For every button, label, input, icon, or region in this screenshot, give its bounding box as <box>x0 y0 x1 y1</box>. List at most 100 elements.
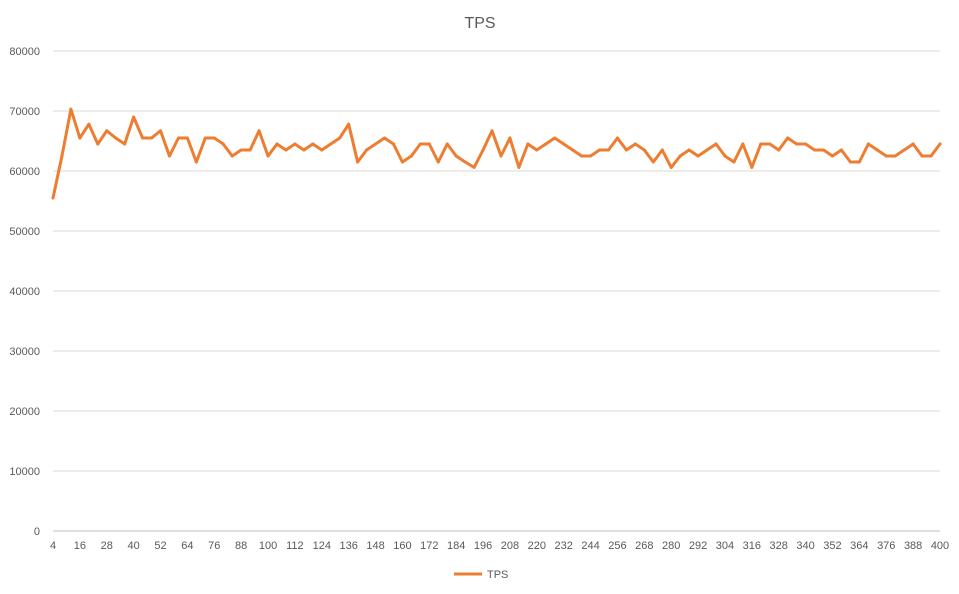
data-point <box>132 115 136 119</box>
data-point <box>508 136 512 140</box>
x-tick-label: 400 <box>931 540 949 552</box>
data-point <box>571 148 575 152</box>
y-tick-label: 70000 <box>9 106 40 118</box>
data-point <box>920 154 924 158</box>
data-point <box>875 148 879 152</box>
x-tick-label: 40 <box>128 540 140 552</box>
data-point <box>696 154 700 158</box>
data-point <box>786 136 790 140</box>
data-point <box>418 142 422 146</box>
data-point <box>391 142 395 146</box>
data-point <box>176 136 180 140</box>
data-point <box>427 142 431 146</box>
data-point <box>866 142 870 146</box>
data-point <box>902 148 906 152</box>
x-tick-label: 340 <box>796 540 814 552</box>
data-point <box>777 148 781 152</box>
data-point <box>123 142 127 146</box>
data-point <box>813 148 817 152</box>
x-tick-label: 124 <box>313 540 331 552</box>
y-tick-label: 50000 <box>9 226 40 238</box>
data-point <box>338 136 342 140</box>
data-point <box>203 136 207 140</box>
series-group <box>51 107 942 200</box>
data-point <box>929 154 933 158</box>
data-point <box>194 160 198 164</box>
data-point <box>938 142 942 146</box>
data-point <box>580 154 584 158</box>
data-point <box>911 142 915 146</box>
data-point <box>651 160 655 164</box>
x-tick-label: 268 <box>635 540 653 552</box>
data-point <box>822 148 826 152</box>
x-tick-label: 352 <box>823 540 841 552</box>
x-tick-label: 220 <box>528 540 546 552</box>
data-point <box>212 136 216 140</box>
data-point <box>830 154 834 158</box>
x-tick-label: 4 <box>50 540 56 552</box>
data-point <box>642 148 646 152</box>
x-tick-label: 208 <box>501 540 519 552</box>
data-point <box>893 154 897 158</box>
data-point <box>239 148 243 152</box>
data-point <box>185 136 189 140</box>
data-point <box>562 142 566 146</box>
data-point <box>454 154 458 158</box>
data-point <box>687 148 691 152</box>
data-point <box>302 148 306 152</box>
x-tick-label: 16 <box>74 540 86 552</box>
data-point <box>383 136 387 140</box>
x-tick-label: 148 <box>366 540 384 552</box>
series-line-tps <box>51 107 942 200</box>
data-point <box>293 142 297 146</box>
y-axis-tick-labels: 0 10000 20000 30000 40000 50000 60000 70000 8000… <box>9 46 40 538</box>
data-point <box>141 136 145 140</box>
x-axis-tick-labels: 4 16 28 40 52 64 76 88 100 112 124 136 148 160 172 184 1… <box>50 540 949 552</box>
data-point <box>624 148 628 152</box>
y-tick-label: 80000 <box>9 46 40 58</box>
data-point <box>839 148 843 152</box>
data-point <box>69 107 73 111</box>
x-tick-label: 388 <box>904 540 922 552</box>
x-tick-label: 280 <box>662 540 680 552</box>
data-point <box>374 142 378 146</box>
data-point <box>705 148 709 152</box>
data-point <box>499 154 503 158</box>
data-point <box>857 160 861 164</box>
data-point <box>535 148 539 152</box>
data-point <box>248 148 252 152</box>
data-point <box>732 160 736 164</box>
data-point <box>669 165 673 169</box>
data-point <box>768 142 772 146</box>
x-tick-label: 232 <box>555 540 573 552</box>
data-point <box>409 154 413 158</box>
legend-label-tps: TPS <box>487 569 508 581</box>
x-tick-label: 196 <box>474 540 492 552</box>
data-point <box>714 142 718 146</box>
data-point <box>723 154 727 158</box>
x-tick-label: 364 <box>850 540 868 552</box>
data-point <box>606 148 610 152</box>
y-tick-label: 40000 <box>9 286 40 298</box>
x-tick-label: 172 <box>420 540 438 552</box>
data-point <box>266 154 270 158</box>
x-tick-label: 304 <box>716 540 734 552</box>
data-point <box>284 148 288 152</box>
data-point <box>633 142 637 146</box>
data-point <box>365 148 369 152</box>
data-point <box>221 142 225 146</box>
data-point <box>275 142 279 146</box>
data-point <box>311 142 315 146</box>
data-point <box>553 136 557 140</box>
x-tick-label: 88 <box>235 540 247 552</box>
y-tick-label: 0 <box>34 526 40 538</box>
x-tick-label: 376 <box>877 540 895 552</box>
data-point <box>544 142 548 146</box>
chart-title: TPS <box>464 15 495 32</box>
data-point <box>436 160 440 164</box>
data-point <box>598 148 602 152</box>
x-tick-label: 244 <box>581 540 599 552</box>
data-point <box>96 142 100 146</box>
legend: TPS <box>454 569 508 581</box>
